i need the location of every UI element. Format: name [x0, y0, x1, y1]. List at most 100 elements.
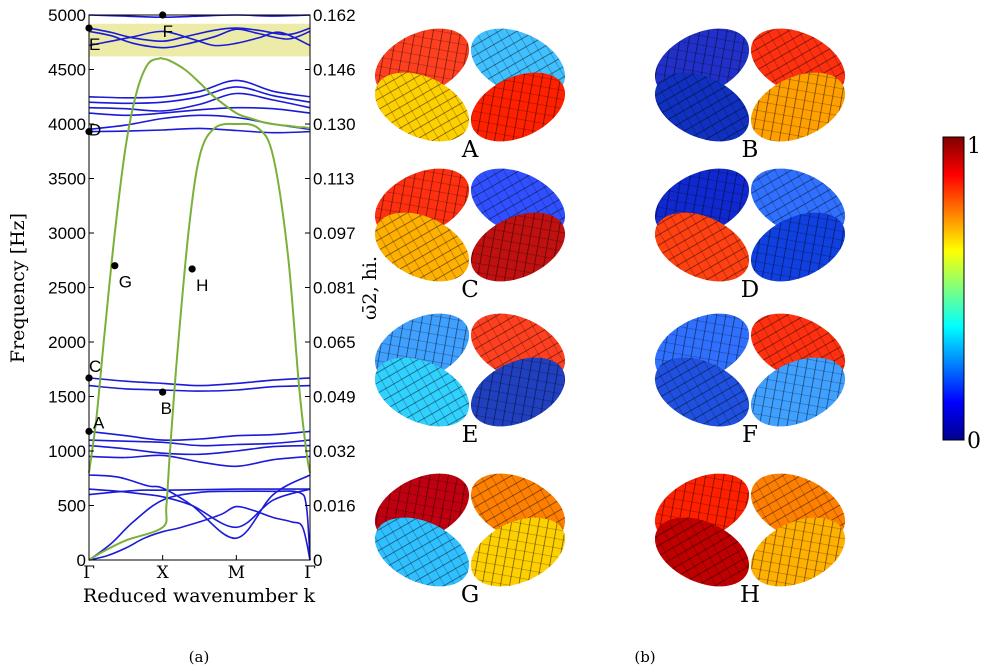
y-tick-label-right: 0.162 [313, 6, 356, 25]
mode-panel-B: B [654, 28, 846, 163]
marker-label-G: G [119, 273, 132, 292]
mode-lattice [750, 357, 846, 427]
caption-a: (a) [189, 648, 210, 666]
series-line-21 [88, 57, 311, 473]
series-layer [88, 14, 311, 561]
series-line-7 [88, 439, 311, 447]
y-tick-label: 2500 [48, 279, 86, 298]
ticks-layer: 0 0 500 0.016 1000 0.032 1500 0.049 2000 0.065 250… [48, 6, 355, 583]
mode-lattice [470, 212, 566, 282]
mode-label-H: H [740, 582, 760, 608]
series-line-22 [88, 122, 311, 561]
series-line-16 [88, 79, 311, 99]
y-tick-label: 4500 [48, 61, 86, 80]
mode-panel-A: A [374, 28, 566, 163]
x-tick-label: M [228, 563, 245, 583]
caption-b: (b) [634, 648, 655, 666]
colorbar-tick-min: 0 [967, 429, 981, 454]
y-tick-label-right: 0.032 [313, 442, 356, 461]
mode-lattice [470, 357, 566, 427]
mode-label-E: E [462, 422, 479, 448]
mode-panel-D: D [654, 168, 846, 303]
y-tick-label-right: 0.130 [313, 115, 356, 134]
marker-E [85, 24, 93, 32]
y-tick-label-right: 0.146 [313, 61, 356, 80]
mode-lattice [470, 517, 566, 587]
mode-panel-G: G [374, 473, 566, 608]
markers-layer: A B C D E F G H [85, 11, 208, 435]
mode-lattice [374, 72, 470, 142]
y-tick-label-right: 0.049 [313, 388, 356, 407]
mode-lattice [374, 517, 470, 587]
series-line-15 [88, 86, 311, 105]
marker-label-H: H [196, 276, 208, 295]
mode-lattice [374, 212, 470, 282]
mode-label-B: B [742, 137, 759, 163]
y-tick-label: 5000 [48, 6, 86, 25]
y-tick-label-right: 0.113 [313, 170, 354, 189]
x-tick-label: X [157, 563, 170, 583]
series-line-4 [88, 474, 311, 540]
mode-lattice [654, 357, 750, 427]
series-line-12 [88, 114, 311, 131]
x-tick-label: Γ [304, 563, 316, 583]
series-line-14 [88, 92, 311, 112]
y-tick-label-right: 0.065 [313, 333, 356, 352]
marker-label-F: F [163, 22, 173, 41]
series-line-11 [88, 127, 311, 134]
x-tick-label: Γ [83, 563, 95, 583]
y-tick-label-right: 0.081 [313, 279, 356, 298]
mode-panel-H: H [654, 473, 846, 608]
y-tick-label-right: 0.016 [313, 497, 356, 516]
marker-H [188, 265, 196, 273]
mode-shapes: A B C D E F G H [374, 28, 846, 608]
marker-label-B: B [161, 399, 172, 418]
y-tick-label: 3500 [48, 170, 86, 189]
marker-label-D: D [89, 121, 101, 140]
marker-label-E: E [89, 35, 100, 54]
mode-lattice [750, 212, 846, 282]
y-tick-label: 1000 [48, 442, 86, 461]
series-line-20 [88, 14, 311, 19]
mode-lattice [654, 212, 750, 282]
mode-lattice [374, 357, 470, 427]
mode-lattice [654, 72, 750, 142]
mode-panel-E: E [374, 313, 566, 448]
series-line-8 [88, 430, 311, 442]
mode-label-D: D [741, 277, 759, 303]
y-tick-label: 1500 [48, 388, 86, 407]
marker-C [85, 374, 93, 382]
y-tick-label: 4000 [48, 115, 86, 134]
y-tick-label-right: 0.097 [313, 224, 356, 243]
dispersion-chart: 0 0 500 0.016 1000 0.032 1500 0.049 2000 0.065 250… [7, 6, 381, 607]
y-axis-label: Frequency [Hz] [7, 213, 29, 363]
marker-G [111, 262, 119, 270]
mode-lattice [750, 517, 846, 587]
marker-label-C: C [89, 357, 101, 376]
y-tick-label: 3000 [48, 224, 86, 243]
marker-A [85, 427, 93, 435]
colorbar-gradient [942, 136, 965, 441]
series-line-1 [88, 490, 311, 561]
series-line-19 [88, 30, 311, 47]
series-line-13 [88, 106, 311, 117]
marker-F [159, 11, 167, 19]
mode-lattice [750, 72, 846, 142]
colorbar: 1 0 [942, 134, 981, 454]
mode-label-A: A [461, 137, 479, 163]
y-tick-label: 2000 [48, 333, 86, 352]
right-axis-label: ω̄2, hi. [359, 256, 381, 320]
mode-label-C: C [461, 277, 479, 303]
y-tick-label: 0 [77, 551, 86, 570]
series-line-2 [88, 488, 310, 496]
mode-lattice [654, 517, 750, 587]
series-line-3 [88, 488, 311, 529]
mode-lattice [470, 72, 566, 142]
mode-label-G: G [461, 582, 479, 608]
series-line-9 [88, 384, 311, 392]
mode-panel-C: C [374, 168, 566, 303]
series-line-10 [88, 377, 311, 387]
series-line-6 [88, 444, 311, 456]
y-tick-label-right: 0 [313, 551, 322, 570]
